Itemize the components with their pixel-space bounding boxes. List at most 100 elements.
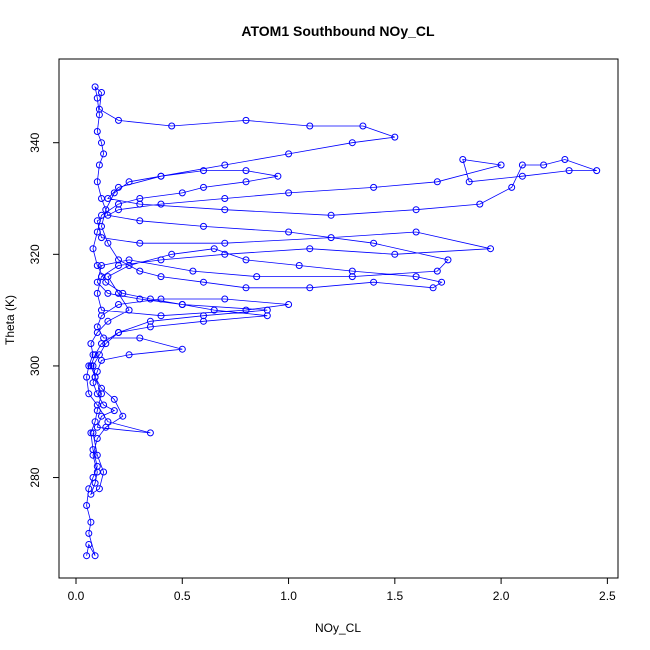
data-point	[306, 122, 314, 130]
data-point	[593, 167, 601, 175]
x-tick-label: 1.5	[386, 589, 403, 603]
data-point	[98, 211, 105, 219]
data-point	[306, 245, 314, 253]
data-point	[348, 267, 356, 275]
data-point	[146, 295, 154, 303]
data-point	[98, 89, 105, 96]
data-point	[157, 312, 165, 320]
y-tick-label: 280	[28, 467, 42, 487]
data-point	[136, 267, 144, 275]
data-point	[561, 156, 569, 163]
data-point	[274, 172, 282, 180]
data-point	[146, 323, 154, 331]
data-point	[93, 289, 101, 297]
data-point	[89, 362, 97, 370]
data-point	[115, 183, 122, 191]
data-point	[178, 189, 186, 197]
data-point	[93, 278, 101, 286]
data-point	[104, 239, 112, 247]
data-point	[93, 401, 101, 409]
data-point	[221, 250, 229, 258]
data-point	[91, 552, 99, 560]
data-point	[412, 228, 420, 236]
data-point	[433, 267, 441, 275]
data-point	[98, 262, 105, 269]
data-point	[136, 195, 144, 202]
data-point	[83, 373, 91, 381]
data-point	[102, 278, 110, 286]
data-point	[98, 234, 105, 242]
data-point	[125, 262, 133, 269]
data-point	[136, 334, 144, 342]
data-point	[98, 340, 105, 348]
data-point	[115, 301, 122, 308]
data-point	[285, 150, 293, 158]
data-point	[110, 395, 118, 403]
x-axis: 0.0 0.5 1.0 1.5 2.0 2.5	[68, 578, 616, 603]
data-point	[104, 289, 112, 297]
x-tick-label: 0.5	[174, 589, 191, 603]
data-point	[412, 273, 420, 281]
data-point	[125, 306, 133, 314]
data-point	[157, 200, 165, 208]
y-tick-label: 320	[28, 244, 42, 264]
data-point	[465, 178, 473, 186]
data-point	[98, 384, 105, 392]
y-tick-label: 340	[28, 132, 42, 152]
data-point	[253, 273, 261, 281]
data-point	[110, 189, 118, 197]
data-point	[508, 183, 516, 191]
data-point	[370, 278, 378, 286]
data-point	[178, 345, 186, 353]
data-point	[87, 490, 95, 498]
data-point	[168, 250, 176, 258]
data-point	[540, 161, 548, 169]
data-point	[115, 116, 122, 124]
plot-area	[83, 83, 601, 560]
data-point	[95, 485, 103, 493]
data-point	[102, 206, 110, 214]
data-point	[242, 256, 250, 264]
data-point	[348, 139, 356, 147]
data-point	[200, 278, 207, 286]
data-point	[98, 312, 105, 320]
data-point	[102, 423, 110, 431]
x-tick-label: 2.5	[599, 589, 616, 603]
data-point	[433, 178, 441, 186]
x-axis-label: NOy_CL	[315, 621, 361, 635]
data-point	[221, 161, 229, 169]
data-point	[444, 256, 452, 264]
y-axis-label: Theta (K)	[3, 295, 17, 345]
data-point	[221, 295, 229, 303]
data-point	[89, 351, 97, 359]
data-point	[87, 340, 95, 348]
data-point	[100, 150, 108, 158]
data-point	[565, 167, 573, 175]
data-point	[518, 172, 526, 180]
data-point	[83, 502, 91, 509]
data-point	[91, 373, 99, 381]
data-point	[91, 83, 99, 91]
data-point	[93, 262, 101, 269]
data-point	[85, 529, 93, 537]
data-point	[95, 105, 103, 113]
data-point	[98, 222, 105, 230]
data-point	[93, 423, 101, 431]
data-point	[200, 167, 207, 175]
data-point	[115, 289, 122, 297]
data-point	[119, 289, 127, 297]
data-point	[125, 351, 133, 359]
chart-title: ATOM1 Southbound NOy_CL	[241, 23, 435, 39]
data-point	[221, 239, 229, 247]
data-point	[100, 468, 108, 476]
data-point	[93, 390, 101, 398]
data-point	[327, 211, 335, 219]
data-point	[93, 217, 101, 225]
data-point	[110, 407, 118, 415]
data-point	[285, 301, 293, 308]
data-point	[518, 161, 526, 169]
data-point	[157, 256, 165, 264]
data-point	[125, 178, 133, 186]
data-point	[119, 412, 127, 420]
